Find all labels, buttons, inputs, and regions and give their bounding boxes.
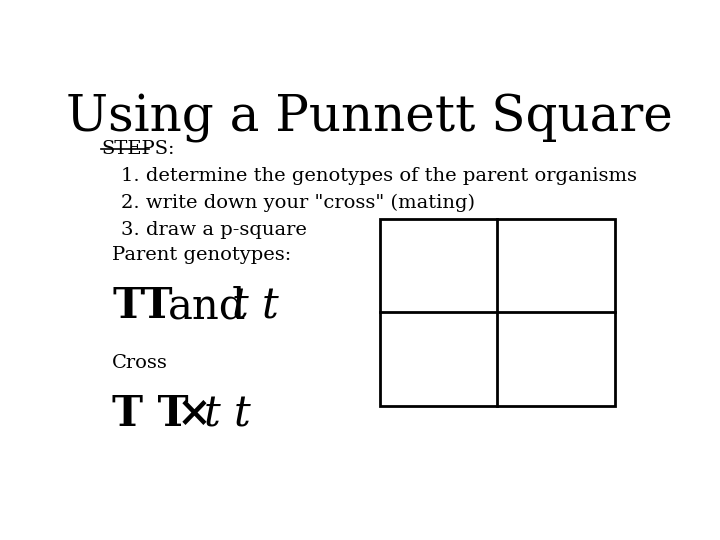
Text: 1. determine the genotypes of the parent organisms: 1. determine the genotypes of the parent… — [121, 167, 636, 185]
Text: t t: t t — [233, 285, 279, 327]
Text: and: and — [168, 285, 247, 327]
Text: T T: T T — [112, 393, 189, 435]
Text: 2. write down your "cross" (mating): 2. write down your "cross" (mating) — [121, 194, 474, 212]
Text: Parent genotypes:: Parent genotypes: — [112, 246, 292, 264]
Text: STEPS:: STEPS: — [101, 140, 175, 158]
Text: 3. draw a p-square: 3. draw a p-square — [121, 221, 307, 239]
Text: TT: TT — [112, 285, 173, 327]
Text: ×: × — [176, 393, 212, 435]
Bar — [380, 219, 615, 406]
Text: t t: t t — [204, 393, 251, 435]
Text: Cross: Cross — [112, 354, 168, 372]
Text: Using a Punnett Square: Using a Punnett Square — [66, 94, 672, 143]
